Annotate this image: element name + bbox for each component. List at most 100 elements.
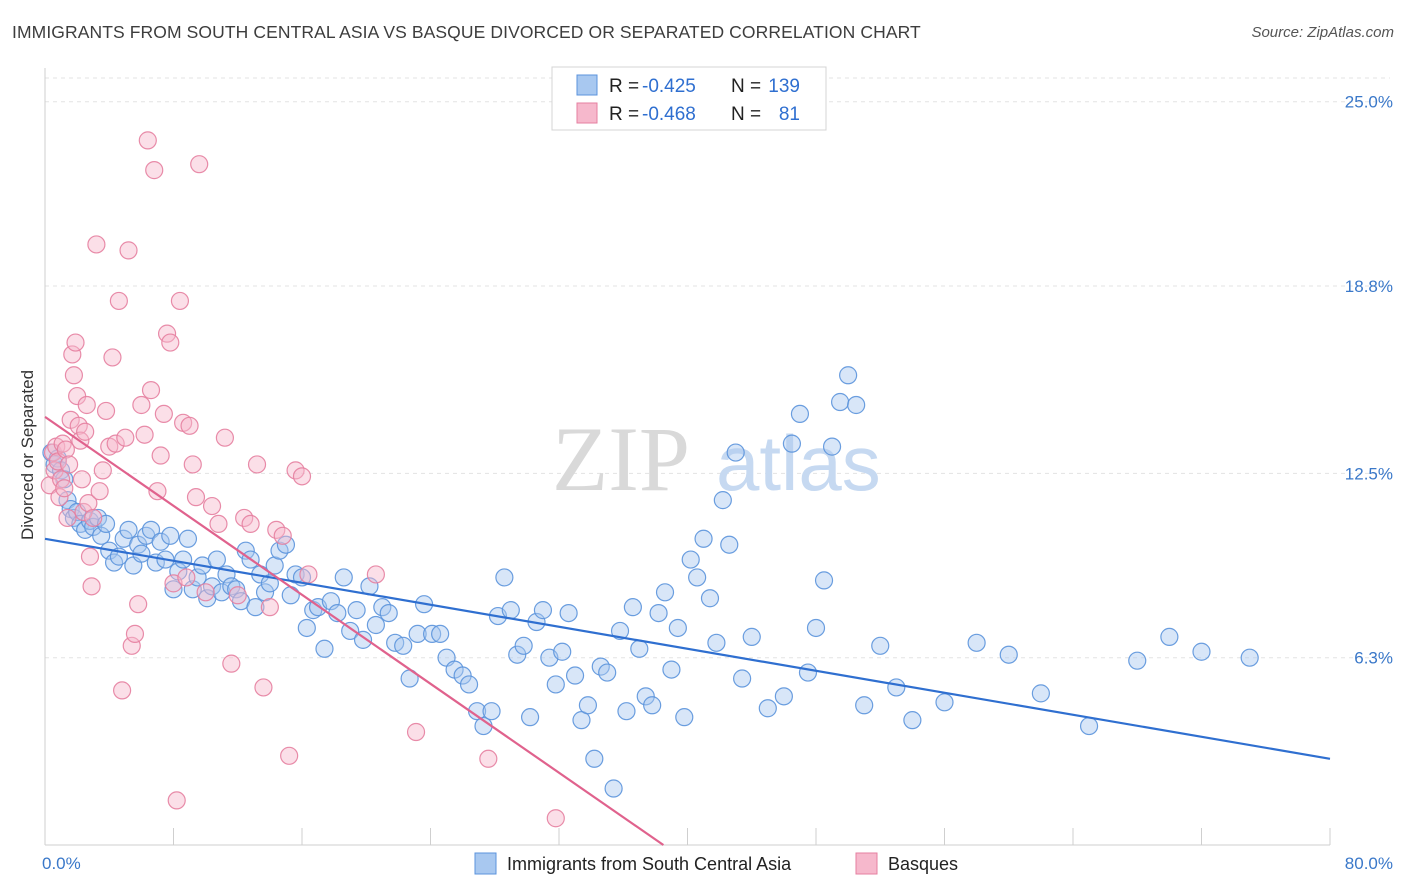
point-south-central-asia: [508, 645, 527, 664]
point-basques: [122, 636, 141, 655]
point-basques: [154, 404, 173, 424]
point-basques: [260, 598, 279, 617]
point-south-central-asia: [174, 550, 193, 569]
legend-bottom: Immigrants from South Central Asia Basqu…: [474, 852, 958, 875]
point-south-central-asia: [164, 580, 183, 599]
point-south-central-asia: [742, 627, 761, 646]
point-south-central-asia: [1192, 642, 1211, 661]
point-south-central-asia: [830, 392, 850, 412]
y-tick-label: 18.8%: [1345, 277, 1393, 296]
point-south-central-asia: [408, 624, 427, 644]
point-south-central-asia: [334, 568, 353, 587]
point-basques: [132, 395, 151, 415]
point-south-central-asia: [935, 693, 954, 712]
point-south-central-asia: [636, 687, 655, 706]
point-south-central-asia: [887, 678, 906, 697]
point-south-central-asia: [315, 639, 334, 658]
point-basques: [135, 425, 154, 444]
point-south-central-asia: [453, 666, 472, 685]
point-south-central-asia: [1079, 716, 1099, 736]
point-south-central-asia: [431, 624, 450, 644]
bottom-legend-label-blue: Immigrants from South Central Asia: [507, 854, 792, 874]
point-south-central-asia: [585, 749, 604, 768]
point-basques: [141, 381, 161, 400]
point-south-central-asia: [151, 532, 170, 551]
point-basques: [119, 241, 138, 260]
point-south-central-asia: [495, 568, 514, 587]
point-south-central-asia: [565, 666, 585, 685]
point-south-central-asia: [726, 443, 745, 462]
point-south-central-asia: [903, 711, 922, 730]
legend-r-label-blue: R =: [609, 76, 639, 97]
point-basques: [406, 722, 426, 742]
bottom-legend-swatch-pink: [855, 852, 878, 875]
point-south-central-asia: [707, 633, 726, 652]
point-south-central-asia: [394, 636, 413, 655]
source-credit: Source: ZipAtlas.com: [1251, 24, 1394, 41]
point-south-central-asia: [814, 571, 834, 590]
series-south-central-asia: [42, 366, 1259, 798]
legend-n-value-pink: 81: [779, 104, 800, 125]
point-south-central-asia: [999, 645, 1018, 664]
legend-n-label-blue: N =: [731, 76, 761, 97]
point-south-central-asia: [297, 618, 316, 638]
legend-r-value-blue: -0.425: [642, 76, 696, 97]
point-south-central-asia: [104, 553, 124, 572]
x-tick-label-max: 80.0%: [1345, 854, 1393, 873]
point-south-central-asia: [222, 577, 241, 596]
watermark-atlas: atlas: [716, 419, 881, 507]
point-basques: [93, 461, 112, 480]
point-basques: [63, 345, 82, 364]
legend-r-label-pink: R =: [609, 104, 639, 125]
watermark: ZIP atlas: [552, 408, 881, 510]
point-basques: [299, 565, 318, 584]
point-south-central-asia: [806, 618, 826, 638]
legend-r-value-pink: -0.468: [642, 104, 696, 125]
point-south-central-asia: [161, 526, 180, 545]
y-tick-label: 12.5%: [1345, 464, 1393, 483]
point-south-central-asia: [546, 675, 565, 694]
bottom-legend-swatch-blue: [474, 852, 497, 875]
point-basques: [167, 791, 186, 810]
point-basques: [129, 595, 148, 614]
point-basques: [479, 749, 498, 768]
point-basques: [148, 482, 167, 501]
point-basques: [170, 291, 190, 311]
point-south-central-asia: [967, 633, 986, 652]
point-basques: [80, 547, 100, 566]
point-south-central-asia: [782, 434, 802, 453]
watermark-zip: ZIP: [552, 408, 690, 510]
trend-line-basques: [44, 415, 665, 846]
point-basques: [190, 155, 209, 174]
gridlines: [45, 77, 1390, 659]
point-south-central-asia: [700, 589, 720, 608]
point-basques: [247, 455, 267, 474]
point-south-central-asia: [119, 520, 138, 539]
point-south-central-asia: [649, 603, 668, 623]
point-basques: [116, 428, 135, 447]
point-south-central-asia: [798, 663, 818, 682]
point-basques: [59, 455, 79, 474]
point-basques: [84, 508, 103, 528]
y-tick-labels: 6.3% 12.5% 18.8% 25.0%: [1345, 93, 1393, 668]
point-basques: [87, 235, 106, 254]
point-south-central-asia: [694, 529, 713, 548]
point-basques: [96, 401, 116, 421]
point-south-central-asia: [227, 580, 246, 599]
point-south-central-asia: [643, 696, 662, 715]
point-south-central-asia: [520, 708, 540, 727]
point-south-central-asia: [501, 601, 520, 620]
point-basques: [222, 654, 241, 673]
point-south-central-asia: [553, 642, 572, 661]
y-tick-label: 25.0%: [1345, 93, 1393, 112]
point-south-central-asia: [847, 395, 866, 415]
point-south-central-asia: [379, 603, 398, 623]
x-tick-label-min: 0.0%: [42, 854, 81, 873]
point-south-central-asia: [178, 529, 198, 548]
point-south-central-asia: [681, 550, 700, 569]
point-south-central-asia: [790, 404, 810, 424]
point-south-central-asia: [1160, 627, 1179, 646]
point-south-central-asia: [281, 586, 300, 605]
point-basques: [228, 586, 247, 605]
